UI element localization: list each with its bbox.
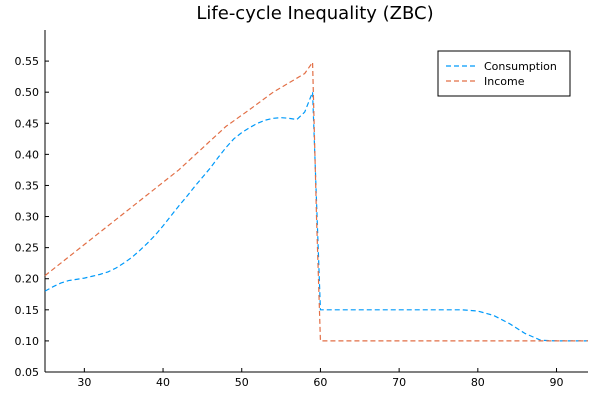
legend: Consumption Income <box>437 50 571 97</box>
y-tick-label: 0.50 <box>15 86 40 99</box>
axes <box>44 30 588 373</box>
x-tick-label: 80 <box>471 376 485 389</box>
x-tick-label: 60 <box>313 376 327 389</box>
x-tick-label: 40 <box>156 376 170 389</box>
y-tick-label: 0.05 <box>15 366 40 379</box>
y-tick-label: 0.30 <box>15 211 40 224</box>
series-line-income <box>44 60 588 342</box>
chart-title: Life-cycle Inequality (ZBC) <box>196 3 433 24</box>
legend-label-income: Income <box>484 75 525 88</box>
x-tick-label: 50 <box>235 376 249 389</box>
y-tick-label: 0.15 <box>15 304 40 317</box>
x-tick-label: 70 <box>392 376 406 389</box>
y-ticks: 0.05 0.10 0.15 0.20 0.25 0.30 0.35 0.40 0.45 0.50… <box>15 55 49 379</box>
y-tick-label: 0.55 <box>15 55 40 68</box>
plot-series <box>44 60 588 342</box>
y-tick-label: 0.20 <box>15 273 40 286</box>
legend-box <box>437 50 571 97</box>
x-tick-label: 30 <box>77 376 91 389</box>
series-line-consumption <box>44 91 588 342</box>
y-tick-label: 0.35 <box>15 179 40 192</box>
y-tick-label: 0.45 <box>15 117 40 130</box>
y-tick-label: 0.25 <box>15 242 40 255</box>
y-tick-label: 0.10 <box>15 335 40 348</box>
y-tick-label: 0.40 <box>15 148 40 161</box>
x-tick-label: 90 <box>550 376 564 389</box>
legend-label-consumption: Consumption <box>484 60 557 73</box>
x-ticks: 30 40 50 60 70 80 90 <box>77 368 564 389</box>
